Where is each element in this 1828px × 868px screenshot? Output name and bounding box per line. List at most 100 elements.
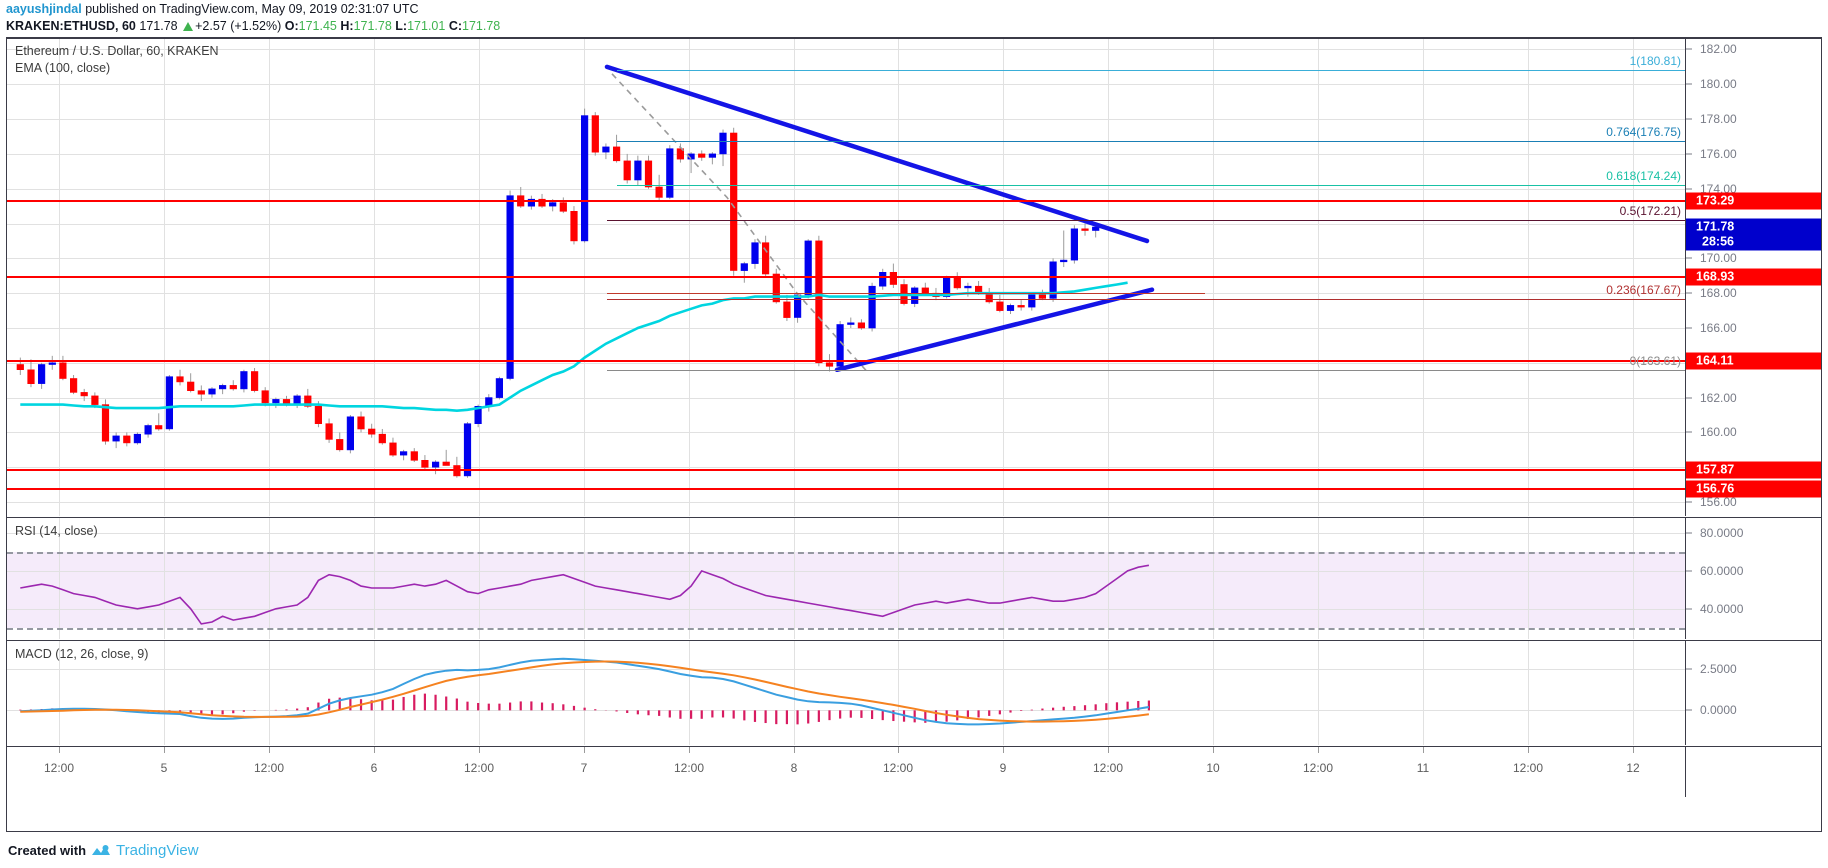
gridline-v [1528, 518, 1529, 639]
time-tick-mark [1633, 747, 1634, 753]
price-pane[interactable]: 1(180.81) 0.764(176.75) 0.618(174.24) 0.5(1… [7, 39, 1685, 516]
time-tick-label[interactable]: 10 [1206, 761, 1220, 775]
price-tick-label: 174.00 [1700, 181, 1737, 196]
axis-tick-mark [1686, 327, 1692, 329]
time-tick-label[interactable]: 7 [580, 761, 588, 775]
resistance-line[interactable] [7, 276, 1685, 278]
time-tick-label[interactable]: 12:00 [253, 761, 285, 775]
time-tick-label[interactable]: 8 [790, 761, 798, 775]
axis-tick-mark [1686, 48, 1692, 50]
time-tick-label[interactable]: 6 [370, 761, 378, 775]
time-tick-mark [59, 747, 60, 753]
resistance-line-inner[interactable] [767, 200, 1685, 203]
gridline-v [1108, 641, 1109, 745]
axis-tick-mark [1686, 668, 1692, 670]
price-tick-label: 182.00 [1700, 42, 1737, 57]
countdown-badge[interactable]: 28:56 [1686, 233, 1821, 251]
price-change: +2.57 (+1.52%) [195, 19, 282, 33]
macd-title: MACD (12, 26, close, 9) [15, 647, 149, 661]
time-tick-label[interactable]: 9 [999, 761, 1007, 775]
time-tick-label[interactable]: 11 [1416, 761, 1430, 775]
time-tick-label[interactable]: 12:00 [1092, 761, 1124, 775]
axis-corner [1685, 746, 1821, 797]
fib-line[interactable] [607, 369, 1685, 371]
macd-pane[interactable]: MACD (12, 26, close, 9) [7, 640, 1685, 745]
last-price: 171.78 [139, 19, 178, 33]
gridline-h [7, 119, 1685, 121]
rsi-pane[interactable]: RSI (14, close) [7, 517, 1685, 639]
publish-info: published on TradingView.com, May 09, 20… [85, 2, 419, 16]
axis-tick-mark [1686, 431, 1692, 433]
symbol-line: KRAKEN:ETHUSD, 60 171.78 +2.57 (+1.52%) … [6, 19, 500, 34]
time-tick-mark [1108, 747, 1109, 753]
price-badge[interactable]: 157.87 [1686, 461, 1821, 478]
gridline-h [7, 570, 1685, 572]
fib-line[interactable] [617, 140, 1685, 142]
close-value: 171.78 [462, 19, 501, 33]
rsi-band [7, 552, 1685, 628]
resistance-line[interactable] [7, 359, 1685, 362]
resistance-line[interactable] [7, 487, 1685, 490]
gridline-v [1108, 518, 1109, 639]
gridline-v [584, 641, 585, 745]
gridline-v [59, 641, 60, 745]
fib-label: 0.618(174.24) [1606, 168, 1681, 183]
symbol-label[interactable]: KRAKEN:ETHUSD, 60 [6, 19, 136, 33]
rsi-tick-label: 80.0000 [1700, 526, 1744, 541]
gridline-v [374, 641, 375, 745]
price-axis[interactable]: 182.00180.00178.00176.00174.00172.00170.… [1685, 39, 1821, 516]
gridline-h [7, 467, 1685, 469]
footer: Created with TradingView [8, 842, 199, 859]
support-line[interactable] [607, 293, 1205, 295]
axis-tick-mark [1686, 188, 1692, 190]
time-tick-mark [1318, 747, 1319, 753]
gridline-h [7, 153, 1685, 155]
close-label: C: [448, 19, 463, 33]
time-tick-label[interactable]: 12:00 [463, 761, 495, 775]
chart-frame: 1(180.81) 0.764(176.75) 0.618(174.24) 0.5(1… [6, 37, 1822, 832]
gridline-v [1633, 641, 1634, 745]
time-tick-label[interactable]: 12:00 [882, 761, 914, 775]
fib-line[interactable] [617, 70, 1685, 72]
time-tick-mark [374, 747, 375, 753]
time-tick-label[interactable]: 5 [160, 761, 168, 775]
macd-axis[interactable]: 2.5000 0.0000 [1685, 640, 1821, 745]
fib-line[interactable] [607, 219, 1685, 221]
price-badge[interactable]: 156.76 [1686, 480, 1821, 498]
time-tick-label[interactable]: 12:00 [43, 761, 75, 775]
author-name[interactable]: aayushjindal [6, 2, 82, 16]
price-badge[interactable]: 168.93 [1686, 268, 1821, 286]
gridline-v [164, 518, 165, 639]
time-tick-label[interactable]: 12:00 [1302, 761, 1334, 775]
low-label: L: [395, 19, 408, 33]
price-tick-label: 170.00 [1700, 251, 1737, 266]
time-tick-mark [794, 747, 795, 753]
time-tick-label[interactable]: 12:00 [1512, 761, 1544, 775]
rsi-series [20, 564, 1150, 625]
rsi-overbought-line [7, 552, 1685, 554]
open-value: 171.45 [298, 19, 337, 33]
gridline-v [1003, 641, 1004, 745]
time-tick-label[interactable]: 12 [1626, 761, 1640, 775]
gridline-v [1318, 641, 1319, 745]
fib-line[interactable] [607, 298, 1685, 300]
price-badge[interactable]: 164.11 [1686, 352, 1821, 370]
price-badge[interactable]: 173.29 [1686, 192, 1821, 210]
gridline-v [898, 641, 899, 745]
fib-line[interactable] [617, 184, 1685, 186]
time-tick-mark [689, 747, 690, 753]
chart-title: Ethereum / U.S. Dollar, 60, KRAKEN [15, 44, 219, 58]
tradingview-brand[interactable]: TradingView [116, 842, 199, 859]
price-badge[interactable]: 171.78 [1686, 218, 1821, 236]
gridline-h [7, 362, 1685, 364]
price-tick-label: 168.00 [1700, 286, 1737, 301]
time-axis[interactable]: 12:00 5 12:00 6 12:00 7 12:00 8 12:00 9 12:00 10 12:… [7, 746, 1685, 797]
fib-label: 0.236(167.67) [1606, 282, 1681, 297]
time-tick-label[interactable]: 12:00 [673, 761, 705, 775]
rsi-axis[interactable]: 80.0000 60.0000 40.0000 [1685, 517, 1821, 639]
ema-title: EMA (100, close) [15, 61, 111, 75]
created-with-label: Created with [8, 843, 87, 858]
publish-line: aayushjindal published on TradingView.co… [6, 2, 419, 17]
resistance-line[interactable] [7, 468, 1685, 471]
axis-tick-mark [1686, 532, 1692, 534]
